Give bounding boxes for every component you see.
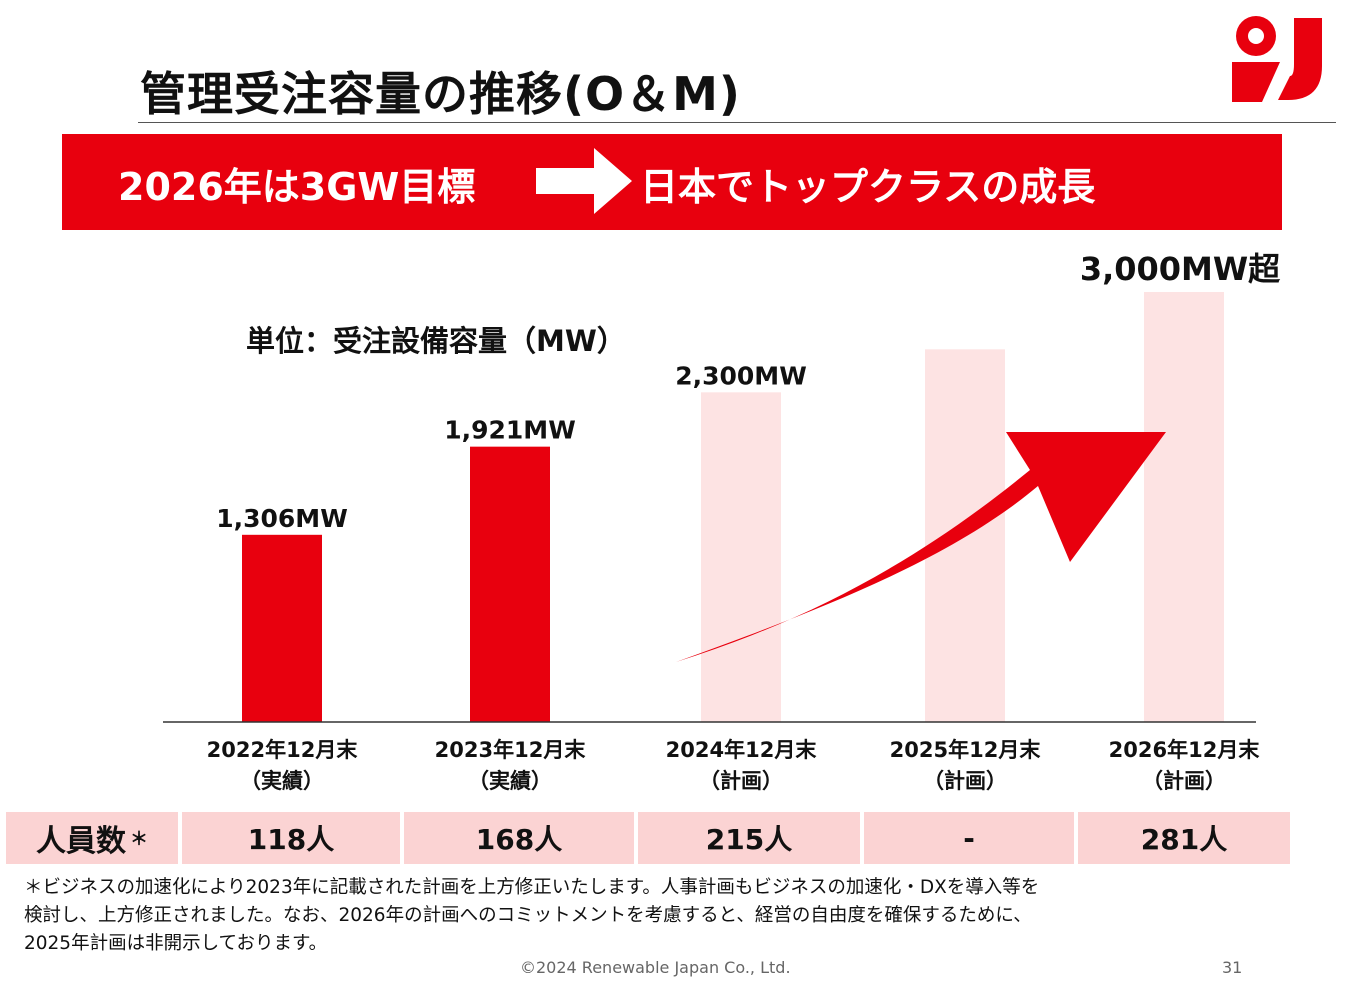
copyright: ©2024 Renewable Japan Co., Ltd. xyxy=(520,958,791,977)
footnote: ＊ビジネスの加速化により2023年に記載された計画を上方修正いたします。人事計画… xyxy=(24,874,1304,958)
headline-banner: 2026年は3GW目標 日本でトップクラスの成長 xyxy=(62,134,1282,230)
staff-cell-2026: 281人 xyxy=(1078,812,1290,864)
capacity-bar-chart: 1,306MW 1,921MW 2,300MW 3,000MW超 xyxy=(163,250,1281,723)
category-label-2: 2024年12月末 （計画） xyxy=(631,735,851,797)
page-number: 31 xyxy=(1222,958,1243,977)
bar-0 xyxy=(242,534,322,722)
staff-cell-2022: 118人 xyxy=(182,812,400,864)
staff-count-row: 人員数 ＊ 118人 168人 215人 - 281人 xyxy=(6,812,1290,864)
category-label-line: 2025年12月末 xyxy=(889,738,1041,762)
category-label-line: （実績） xyxy=(240,769,324,793)
category-label-3: 2025年12月末 （計画） xyxy=(855,735,1075,797)
footnote-line-3: 2025年計画は非開示しております。 xyxy=(24,933,328,954)
category-label-line: 2022年12月末 xyxy=(206,738,358,762)
bar-4 xyxy=(1144,292,1224,722)
bar-2 xyxy=(701,392,781,722)
category-label-0: 2022年12月末 （実績） xyxy=(172,735,392,797)
staff-cell-2024: 215人 xyxy=(638,812,860,864)
staff-cell-2025: - xyxy=(864,812,1074,864)
staff-row-label: 人員数 ＊ xyxy=(6,812,178,864)
footnote-line-2: 検討し、上方修正されました。なお、2026年の計画へのコミットメントを考慮すると… xyxy=(24,905,1032,926)
category-label-1: 2023年12月末 （実績） xyxy=(400,735,620,797)
unit-label: 単位：受注設備容量（MW） xyxy=(246,324,626,358)
category-label-line: （計画） xyxy=(1142,769,1226,793)
renewable-japan-logo xyxy=(1232,16,1322,102)
staff-cell-2023: 168人 xyxy=(404,812,634,864)
category-label-4: 2026年12月末 （計画） xyxy=(1074,735,1294,797)
data-label-0: 1,306MW xyxy=(216,504,348,533)
trend-arrow-icon xyxy=(676,432,1166,662)
category-label-line: （実績） xyxy=(468,769,552,793)
staff-label-marker: ＊ xyxy=(130,829,148,850)
data-label-2: 2,300MW xyxy=(675,361,807,390)
staff-label-text: 人員数 xyxy=(36,824,126,859)
title-rule xyxy=(138,122,1336,123)
bar-1 xyxy=(470,446,550,722)
banner-target-text: 2026年は3GW目標 xyxy=(118,165,476,209)
data-label-1: 1,921MW xyxy=(444,416,576,445)
category-label-line: 2023年12月末 xyxy=(434,738,586,762)
footnote-line-1: ＊ビジネスの加速化により2023年に記載された計画を上方修正いたします。人事計画… xyxy=(24,877,1040,898)
category-label-line: （計画） xyxy=(699,769,783,793)
data-label-4: 3,000MW超 xyxy=(1080,250,1281,288)
category-label-line: （計画） xyxy=(923,769,1007,793)
category-label-line: 2026年12月末 xyxy=(1108,738,1260,762)
banner-growth-text: 日本でトップクラスの成長 xyxy=(640,165,1096,209)
right-arrow-icon xyxy=(536,148,632,214)
page-title: 管理受注容量の推移(O＆M) xyxy=(140,67,741,121)
category-label-line: 2024年12月末 xyxy=(665,738,817,762)
